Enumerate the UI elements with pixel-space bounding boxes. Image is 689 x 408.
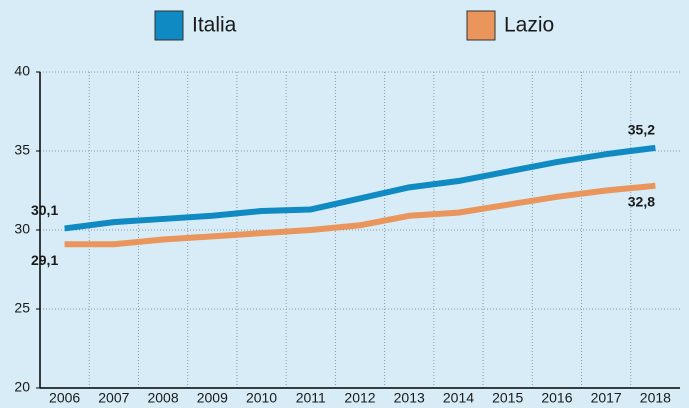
legend-swatch [154, 10, 184, 41]
legend-swatch [466, 10, 496, 41]
legend-label: Italia [192, 14, 237, 37]
x-tick-label: 2016 [541, 390, 572, 406]
x-tick-label: 2006 [49, 390, 80, 406]
y-tick-label: 25 [14, 300, 30, 316]
x-tick-label: 2012 [344, 390, 375, 406]
x-tick-label: 2013 [394, 390, 425, 406]
y-tick-label: 40 [14, 63, 30, 79]
x-tick-label: 2007 [98, 390, 129, 406]
data-label: 30,1 [31, 202, 58, 218]
line-series [64, 144, 656, 232]
y-tick-label: 20 [14, 379, 30, 395]
x-tick-label: 2014 [443, 390, 474, 406]
x-tick-label: 2018 [640, 390, 671, 406]
x-tick-label: 2008 [147, 390, 178, 406]
legend-label: Lazio [504, 14, 554, 37]
data-label: 35,2 [628, 122, 655, 138]
data-label: 32,8 [628, 193, 655, 209]
line-series [64, 182, 656, 248]
x-tick-label: 2010 [246, 390, 277, 406]
x-tick-label: 2009 [197, 390, 228, 406]
y-tick-label: 35 [14, 142, 30, 158]
y-tick-label: 30 [14, 221, 30, 237]
x-tick-label: 2017 [591, 390, 622, 406]
x-tick-label: 2015 [492, 390, 523, 406]
data-label: 29,1 [31, 252, 58, 268]
x-tick-label: 2011 [296, 390, 326, 406]
